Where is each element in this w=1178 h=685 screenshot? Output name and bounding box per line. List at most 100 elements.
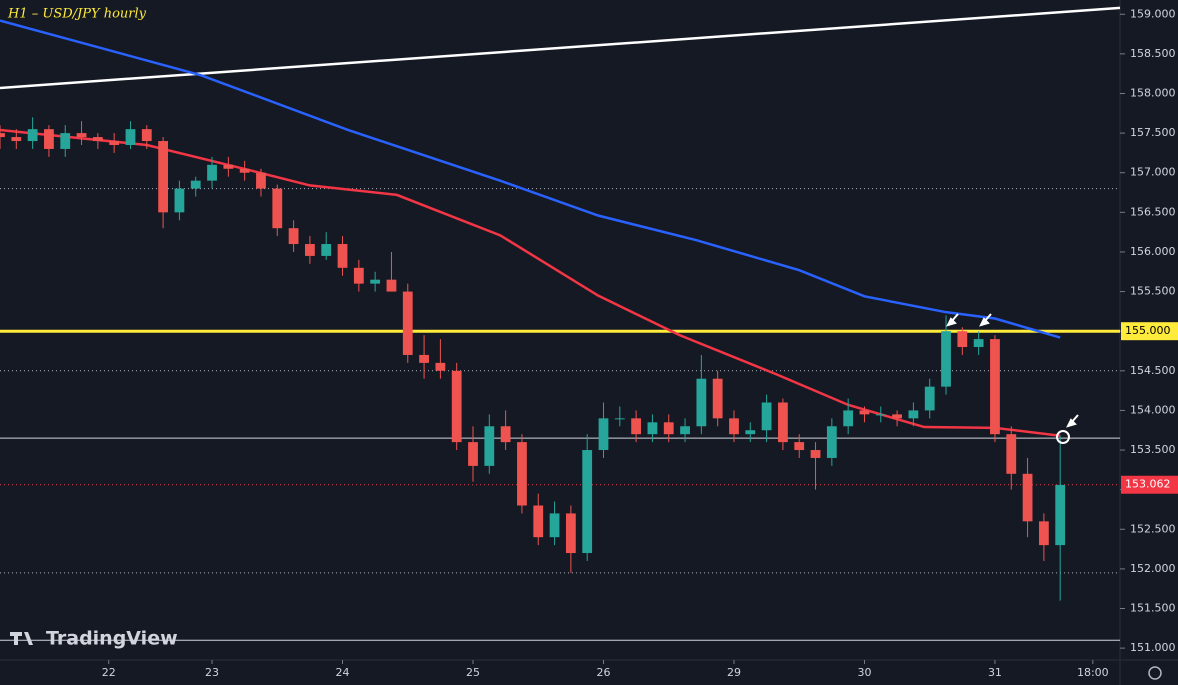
price-tag-label: 153.062 <box>1125 478 1171 491</box>
candle-body <box>468 442 478 466</box>
y-tick-label: 151.500 <box>1130 601 1176 614</box>
candle-body <box>256 172 266 189</box>
y-tick-label: 152.000 <box>1130 562 1176 575</box>
candle-body <box>729 418 739 435</box>
candle-body <box>631 418 642 435</box>
candle-body <box>826 426 837 458</box>
candle-body <box>435 362 446 371</box>
y-tick-label: 154.000 <box>1130 403 1176 416</box>
indicator-line <box>0 19 1061 339</box>
candle-body <box>190 180 201 189</box>
plot-area <box>0 6 1121 641</box>
candle-body <box>598 418 609 451</box>
candle-body <box>92 137 103 142</box>
x-tick-label: 18:00 <box>1077 666 1109 679</box>
candle-body <box>810 450 821 458</box>
candle-body <box>0 133 5 138</box>
candle-body <box>990 339 1000 435</box>
candle-body <box>924 386 935 411</box>
y-tick-label: 157.000 <box>1130 166 1176 179</box>
candle-body <box>1038 521 1049 546</box>
y-tick-label: 155.500 <box>1130 285 1176 298</box>
settings-icon[interactable] <box>1148 666 1162 680</box>
logo-text: TradingView <box>46 628 178 650</box>
candle-body <box>305 244 315 256</box>
candle-body <box>321 244 332 256</box>
candle-body <box>745 430 756 435</box>
candle-body <box>517 442 527 506</box>
price-tag <box>1121 322 1178 341</box>
indicator-line <box>0 6 1121 90</box>
x-tick-label: 23 <box>205 666 219 679</box>
candle-body <box>549 513 560 538</box>
chart-title: H1 – USD/JPY hourly <box>7 7 147 22</box>
candle-body <box>892 414 902 419</box>
y-tick-label: 159.000 <box>1130 7 1176 20</box>
candle-body <box>875 414 886 416</box>
candle-body <box>60 133 71 149</box>
x-tick-label: 25 <box>466 666 480 679</box>
logo-mark <box>10 632 33 645</box>
x-tick-label: 22 <box>102 666 116 679</box>
candle-body <box>647 422 658 435</box>
y-tick-label: 152.500 <box>1130 522 1176 535</box>
y-tick-label: 156.000 <box>1130 245 1176 258</box>
y-tick-label: 154.500 <box>1130 364 1176 377</box>
candle-body <box>778 402 788 443</box>
candle-body <box>908 410 919 419</box>
candle-body <box>125 129 136 145</box>
price-axis-panel <box>1120 0 1178 685</box>
candle-body <box>484 426 495 466</box>
candle-body <box>843 410 854 427</box>
candle-body <box>353 267 364 284</box>
candle-body <box>941 331 951 387</box>
candle-body <box>859 410 870 415</box>
candle-body <box>419 354 429 363</box>
candle-body <box>27 129 38 142</box>
candle-body <box>500 426 511 443</box>
candle-body <box>174 188 185 213</box>
candle-body <box>223 164 234 169</box>
candle-body <box>957 331 968 348</box>
candle-body <box>337 244 348 268</box>
x-tick-label: 26 <box>596 666 610 679</box>
candle-body <box>565 513 576 554</box>
y-tick-label: 151.000 <box>1130 641 1176 654</box>
candle-body <box>158 141 168 213</box>
candle-body <box>614 418 625 420</box>
x-tick-label: 31 <box>988 666 1002 679</box>
candle-body <box>272 188 283 229</box>
candle-body <box>712 378 723 419</box>
candle-body <box>76 133 87 138</box>
candle-body <box>370 279 381 284</box>
y-tick-label: 156.500 <box>1130 205 1176 218</box>
candle-body <box>761 402 772 431</box>
candle-body <box>794 442 805 451</box>
candle-body <box>109 141 120 145</box>
x-tick-label: 29 <box>727 666 741 679</box>
candle-body <box>973 339 984 348</box>
candle-body <box>696 378 707 427</box>
y-tick-label: 158.000 <box>1130 86 1176 99</box>
candle-body <box>1006 434 1017 474</box>
candle-body <box>1055 484 1066 546</box>
y-tick-label: 157.500 <box>1130 126 1176 139</box>
highlight-circle <box>1056 430 1070 444</box>
candle-body <box>402 291 413 355</box>
candle-body <box>680 426 690 435</box>
logo: TradingView <box>10 628 178 650</box>
candle-body <box>386 279 397 292</box>
candle-body <box>582 450 593 554</box>
y-tick-label: 158.500 <box>1130 47 1176 60</box>
candle-body <box>533 505 544 538</box>
x-tick-label: 30 <box>857 666 871 679</box>
candle-body <box>663 422 674 435</box>
candle-body <box>44 129 54 149</box>
candle-body <box>1022 473 1033 522</box>
candle-body <box>207 164 217 181</box>
candle-body <box>239 168 250 173</box>
candle-body <box>288 228 299 245</box>
candle-body <box>451 370 462 443</box>
x-tick-label: 24 <box>336 666 350 679</box>
